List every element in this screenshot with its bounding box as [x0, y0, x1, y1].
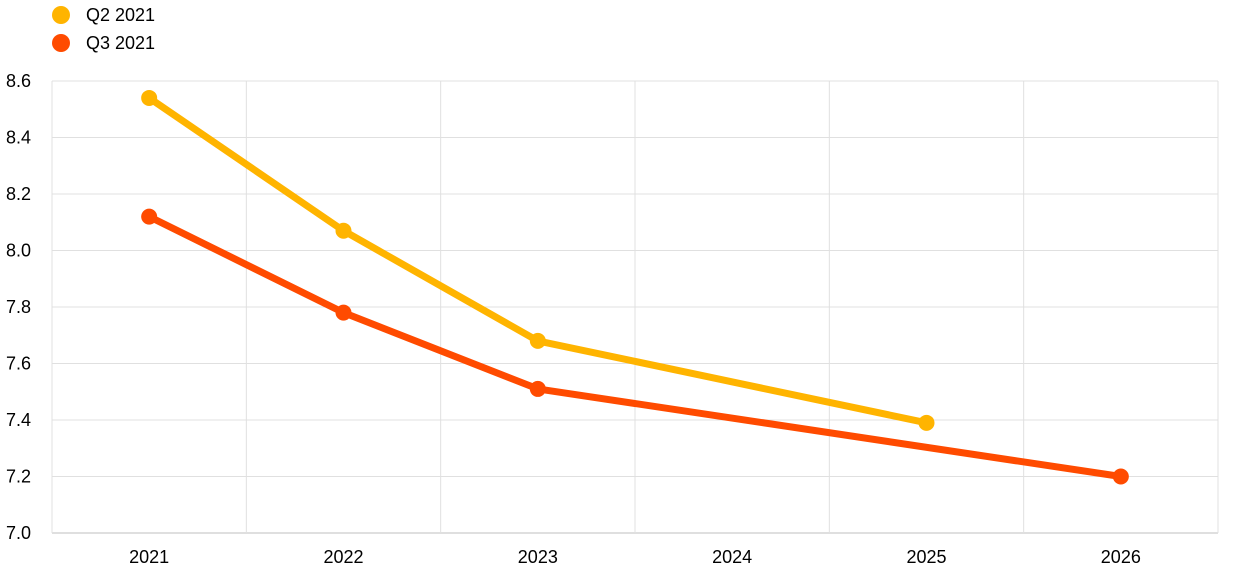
x-tick-label: 2021: [129, 547, 169, 567]
x-tick-label: 2024: [712, 547, 752, 567]
y-tick-label: 7.4: [6, 410, 31, 430]
x-tick-label: 2025: [906, 547, 946, 567]
y-tick-label: 7.6: [6, 354, 31, 374]
data-point: [1112, 468, 1129, 485]
x-axis: 2021 2022 2023 2024 2025 2026: [129, 547, 1141, 567]
y-tick-label: 7.2: [6, 467, 31, 487]
data-point: [141, 208, 158, 225]
series-group: [141, 89, 1129, 485]
grid: [51, 80, 1219, 534]
legend: Q2 2021 Q3 2021: [52, 5, 155, 53]
y-tick-label: 7.8: [6, 297, 31, 317]
data-point: [335, 304, 352, 321]
legend-marker: [52, 6, 70, 24]
data-point: [141, 89, 158, 106]
series-line-q2-2021: [147, 95, 928, 427]
data-point: [529, 332, 546, 349]
series-line-q3-2021: [147, 213, 1122, 480]
x-tick-label: 2022: [323, 547, 363, 567]
y-tick-label: 7.0: [6, 523, 31, 543]
y-tick-label: 8.0: [6, 241, 31, 261]
legend-label: Q2 2021: [86, 5, 155, 25]
y-tick-label: 8.2: [6, 184, 31, 204]
y-tick-label: 8.6: [6, 71, 31, 91]
y-tick-label: 8.4: [6, 128, 31, 148]
x-tick-label: 2023: [518, 547, 558, 567]
data-point: [529, 380, 546, 397]
legend-label: Q3 2021: [86, 33, 155, 53]
legend-marker: [52, 34, 70, 52]
x-tick-label: 2026: [1101, 547, 1141, 567]
data-point: [335, 222, 352, 239]
data-point: [918, 414, 935, 431]
y-axis: 7.0 7.2 7.4 7.6 7.8 8.0 8.2 8.4 8.6: [6, 71, 31, 543]
